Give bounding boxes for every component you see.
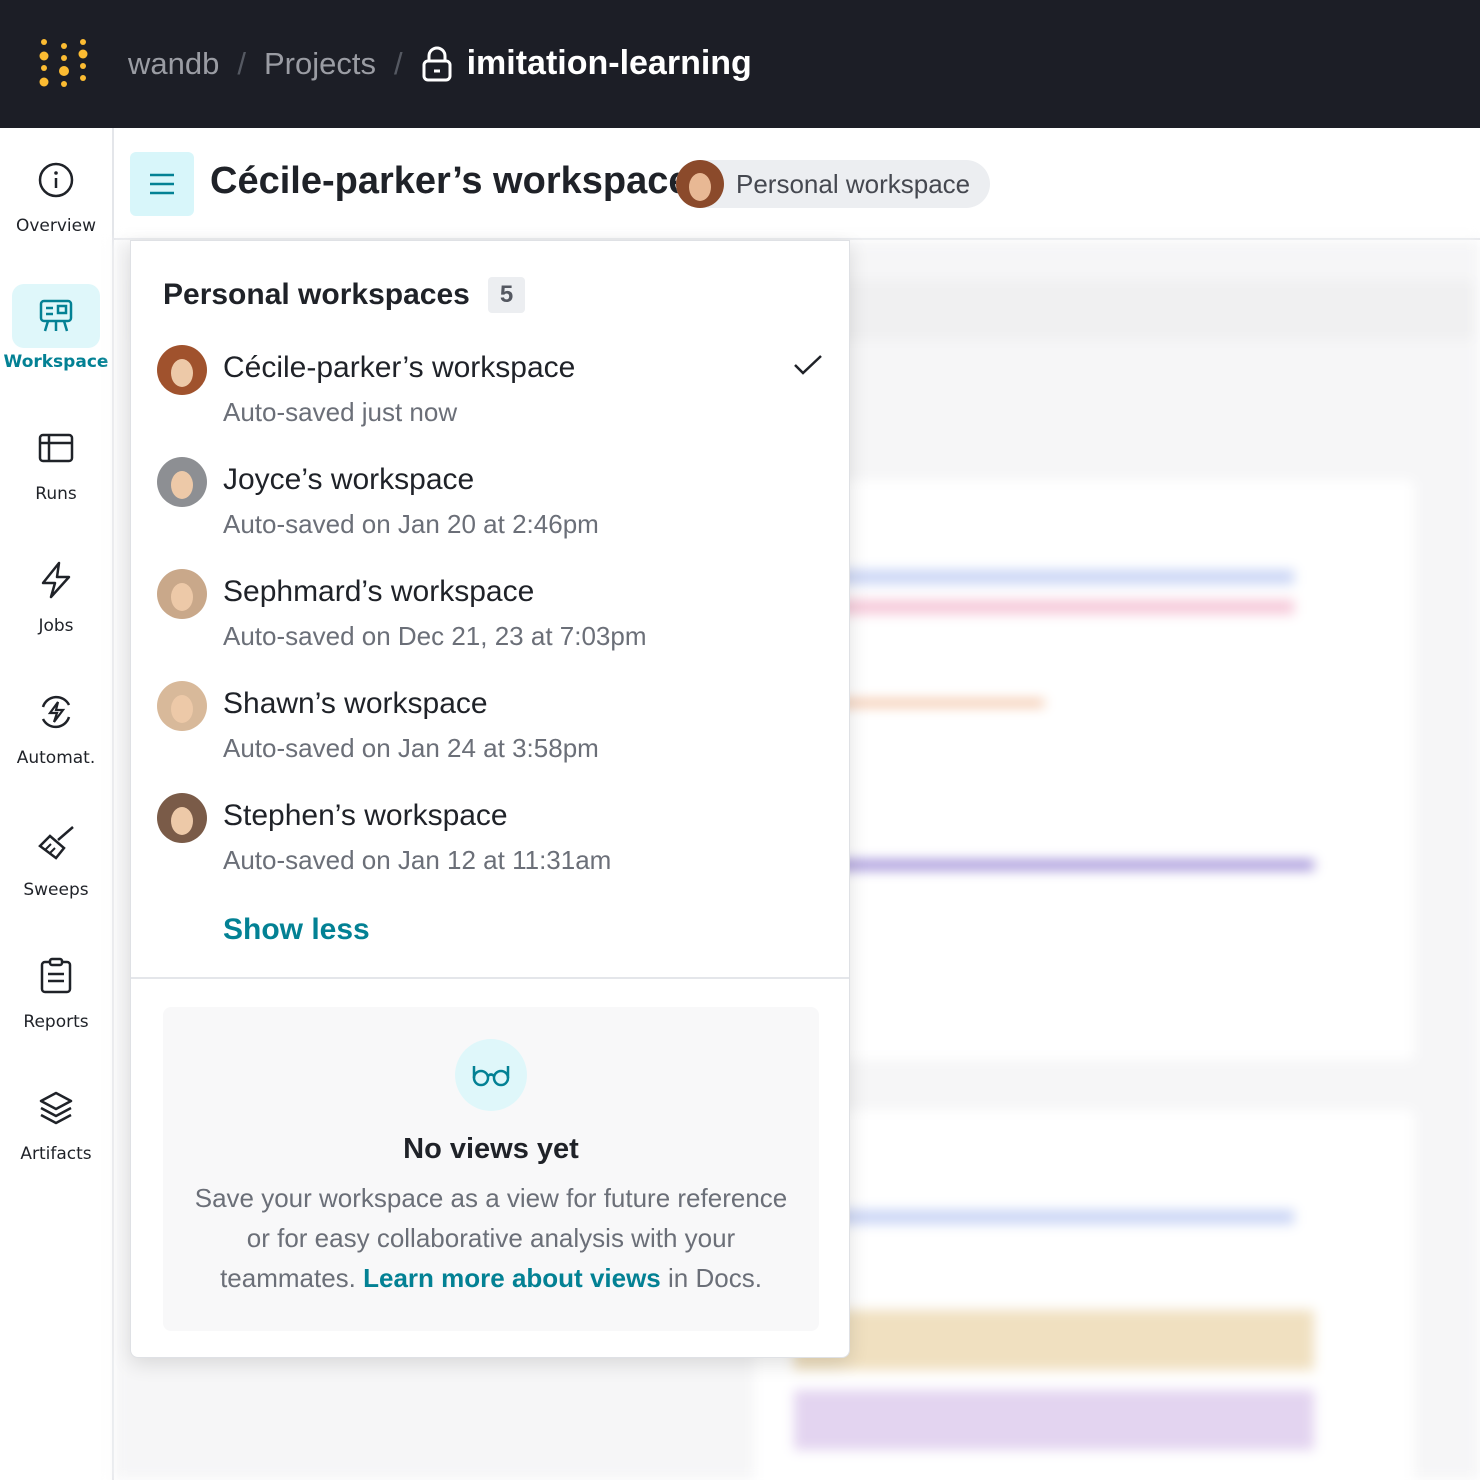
breadcrumb-projects[interactable]: Projects [263, 45, 376, 81]
workspace-list-item[interactable]: Sephmard’s workspace Auto-saved on Dec 2… [157, 569, 837, 669]
sidebar-item-workspace[interactable]: Workspace [0, 284, 112, 394]
workspace-name: Shawn’s workspace [223, 687, 488, 720]
broom-icon [38, 826, 74, 860]
layers-icon [39, 1091, 73, 1125]
dropdown-heading: Personal workspaces 5 [163, 277, 526, 313]
no-views-empty-state: No views yet Save your workspace as a vi… [163, 1007, 819, 1331]
sidebar-item-runs[interactable]: Runs [0, 416, 112, 526]
lock-icon [422, 46, 452, 81]
sidebar-item-label: Sweeps [23, 880, 89, 900]
workspace-name: Stephen’s workspace [223, 799, 508, 832]
workspace-name: Joyce’s workspace [223, 463, 475, 496]
desc-text: Save your workspace as a view for future… [194, 1183, 788, 1293]
sidebar-item-artifacts[interactable]: Artifacts [0, 1076, 112, 1186]
wandb-logo[interactable] [38, 38, 90, 90]
hamburger-icon [150, 173, 174, 195]
sidebar-item-label: Automat. [16, 748, 96, 768]
heading-label: Personal workspaces [163, 278, 470, 311]
empty-title: No views yet [403, 1133, 579, 1165]
top-bar: wandb / Projects / imitation-learning [0, 0, 1480, 128]
clipboard-icon [40, 957, 72, 994]
breadcrumb-org[interactable]: wandb [128, 45, 220, 81]
breadcrumb-separator: / [393, 45, 403, 81]
workspace-switcher-dropdown: Personal workspaces 5 Cécile-parker’s wor… [130, 240, 850, 1358]
workspace-icon [39, 299, 73, 332]
workspace-menu-button[interactable] [130, 152, 194, 216]
sidebar-item-sweeps[interactable]: Sweeps [0, 812, 112, 922]
autosave-status: Auto-saved just now [223, 397, 458, 427]
avatar [157, 681, 207, 731]
workspace-list-item[interactable]: Shawn’s workspace Auto-saved on Jan 24 a… [157, 681, 837, 781]
sidebar-item-label: Runs [35, 484, 77, 504]
workspace-list-item[interactable]: Stephen’s workspace Auto-saved on Jan 12… [157, 793, 837, 893]
sidebar-item-label: Jobs [38, 616, 74, 636]
avatar [157, 569, 207, 619]
sidebar-item-jobs[interactable]: Jobs [0, 548, 112, 658]
learn-more-link[interactable]: Learn more about views [363, 1263, 661, 1293]
table-icon [38, 433, 74, 463]
sidebar-item-overview[interactable]: Overview [0, 148, 112, 258]
page-title: Cécile-parker’s workspace [210, 160, 690, 202]
workspace-header: Cécile-parker’s workspace Personal works… [114, 128, 1480, 240]
sidebar-item-automations[interactable]: Automat. [0, 680, 112, 790]
show-less-link[interactable]: Show less [223, 913, 370, 946]
info-icon [38, 162, 74, 198]
workspace-list-item[interactable]: Joyce’s workspace Auto-saved on Jan 20 a… [157, 457, 837, 557]
workspace-name: Cécile-parker’s workspace [223, 351, 576, 384]
desc-text: in Docs. [660, 1263, 762, 1293]
workspace-list-item[interactable]: Cécile-parker’s workspace Auto-saved jus… [157, 345, 837, 445]
pill-label: Personal workspace [736, 169, 971, 199]
sidebar: Overview Workspace Runs Jobs Automat. Sw… [0, 128, 114, 1480]
autosave-status: Auto-saved on Jan 20 at 2:46pm [223, 509, 599, 539]
sidebar-item-reports[interactable]: Reports [0, 944, 112, 1054]
glasses-icon [472, 1066, 510, 1087]
sidebar-item-label: Workspace [3, 352, 109, 372]
automation-icon [41, 695, 71, 729]
count-badge: 5 [487, 277, 526, 313]
project-name[interactable]: imitation-learning [466, 44, 752, 82]
autosave-status: Auto-saved on Jan 24 at 3:58pm [223, 733, 599, 763]
autosave-status: Auto-saved on Jan 12 at 11:31am [223, 845, 612, 875]
avatar [157, 793, 207, 843]
sidebar-item-label: Reports [23, 1012, 89, 1032]
check-icon [794, 355, 822, 375]
avatar [157, 457, 207, 507]
sidebar-item-label: Overview [15, 216, 97, 236]
personal-workspace-badge: Personal workspace [676, 160, 991, 208]
avatar [676, 160, 724, 208]
autosave-status: Auto-saved on Dec 21, 23 at 7:03pm [223, 621, 647, 651]
breadcrumb: wandb / Projects / imitation-learning [128, 44, 752, 83]
sidebar-item-label: Artifacts [20, 1144, 92, 1164]
divider [131, 977, 849, 979]
workspace-name: Sephmard’s workspace [223, 575, 535, 608]
lightning-icon [41, 561, 71, 599]
breadcrumb-separator: / [237, 45, 246, 81]
empty-description: Save your workspace as a view for future… [163, 1178, 819, 1298]
avatar [157, 345, 207, 395]
